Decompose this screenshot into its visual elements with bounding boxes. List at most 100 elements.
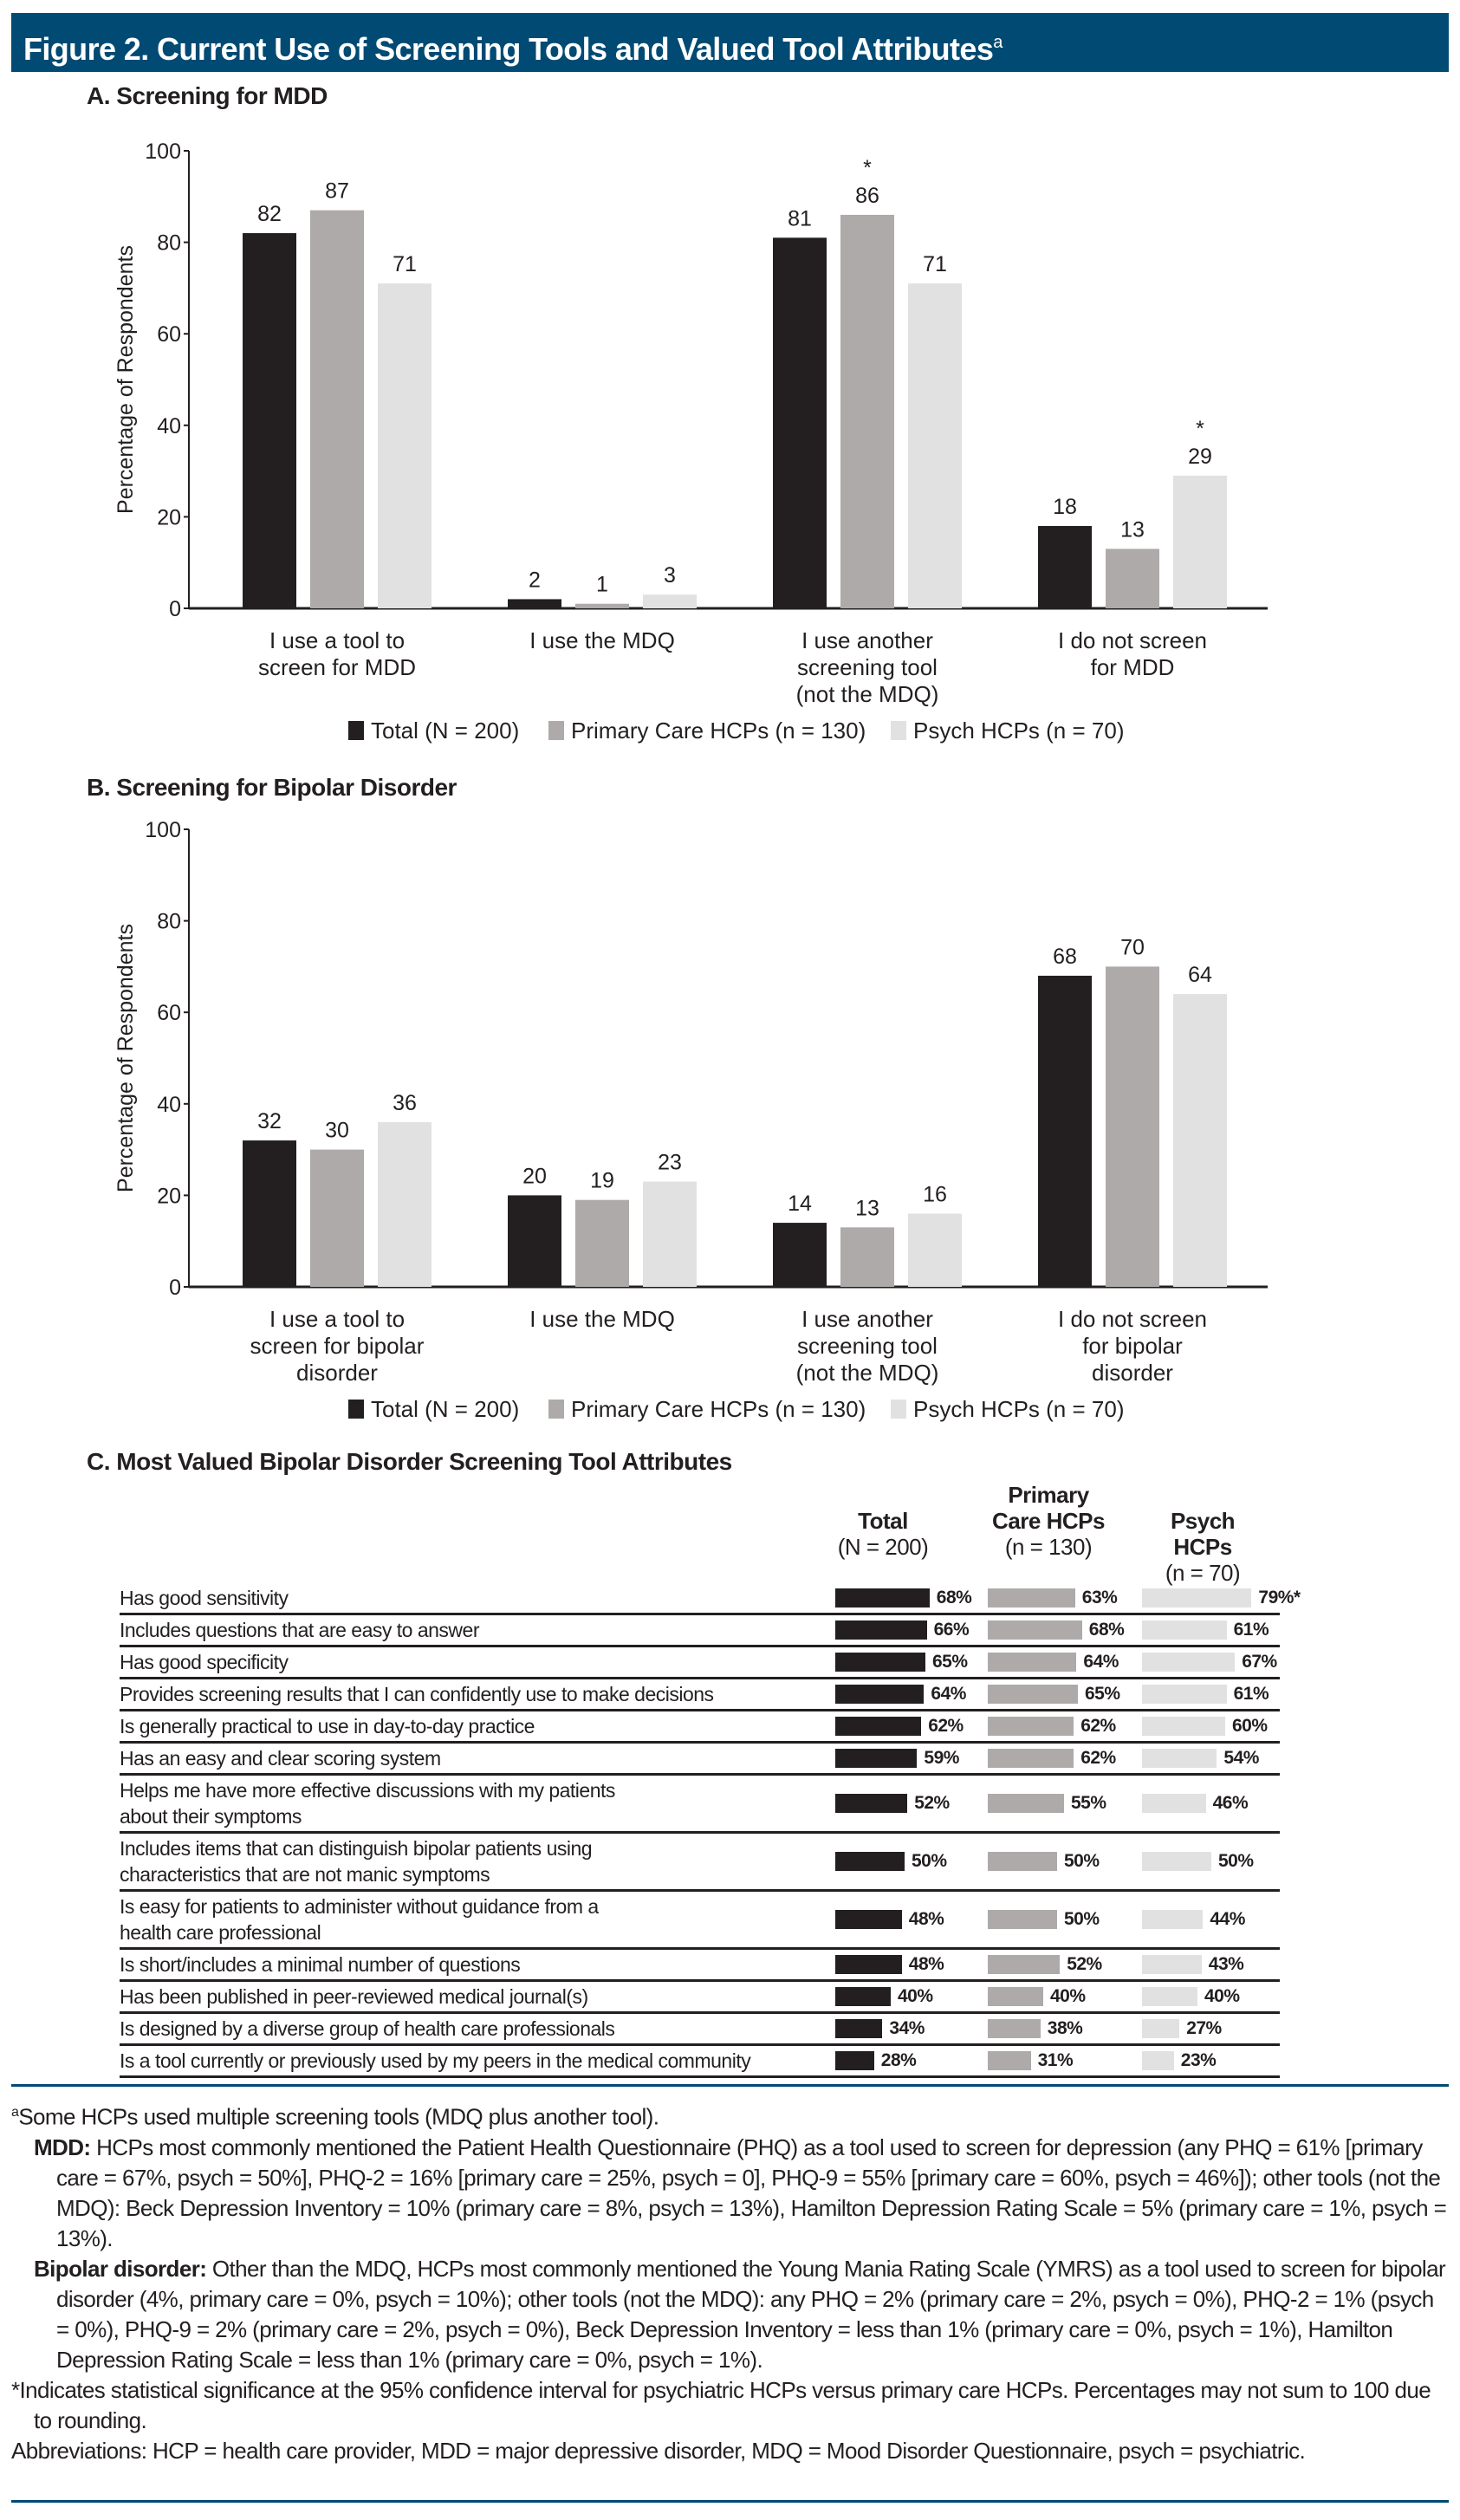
y-tick-label: 60 [157, 1001, 181, 1025]
value-cell: 60% [1142, 1716, 1268, 1736]
value-cell: 61% [1142, 1620, 1269, 1640]
column-name-line: Primary [1008, 1482, 1089, 1508]
value-cell: 65% [988, 1684, 1120, 1704]
value-bar [988, 1685, 1078, 1704]
bar [1173, 994, 1227, 1287]
table-row: Has been published in peer-reviewed medi… [120, 1982, 1280, 2014]
attribute-label: Is short/includes a minimal number of qu… [120, 1953, 521, 1976]
chart-b-title: B. Screening for Bipolar Disorder [87, 774, 457, 801]
bar-value-label: 71 [923, 252, 947, 276]
bar-value-label: 86 [855, 184, 879, 208]
x-category-label: disorder [296, 1360, 378, 1386]
value-label: 62% [1080, 1748, 1116, 1768]
value-bar [988, 1749, 1074, 1768]
attribute-label: Provides screening results that I can co… [120, 1683, 714, 1705]
table-row: Is generally practical to use in day-to-… [120, 1711, 1280, 1744]
legend-label: Total (N = 200) [371, 1396, 519, 1422]
x-category-label: (not the MDQ) [796, 1360, 939, 1386]
bar-value-label: 71 [393, 252, 417, 276]
y-tick-label: 60 [157, 322, 181, 347]
value-bar [835, 1987, 891, 2006]
attribute-label: Is easy for patients to administer witho… [120, 1895, 599, 1944]
value-label: 61% [1233, 1684, 1269, 1704]
footnote-a-mark: a [11, 2105, 19, 2120]
legend-swatch [348, 721, 364, 740]
footnote-bipolar-text: Other than the MDQ, HCPs most commonly m… [56, 2255, 1446, 2373]
bar [508, 1195, 561, 1287]
attributes-table: Has good sensitivity 68% 63% 79%* Includes q… [120, 1583, 1301, 2078]
value-label: 55% [1071, 1793, 1106, 1813]
x-category-label: I use another [801, 1306, 933, 1332]
bar-value-label: 3 [664, 563, 676, 588]
value-bar [988, 1852, 1057, 1871]
value-bar [1142, 1794, 1206, 1813]
value-label: 23% [1180, 2050, 1217, 2070]
value-label: 54% [1223, 1748, 1259, 1768]
value-cell: 40% [988, 1986, 1086, 2006]
table-row: Includes questions that are easy to answ… [120, 1615, 1280, 1647]
value-cell: 50% [988, 1909, 1100, 1929]
value-label: 28% [880, 2050, 917, 2070]
column-n: (n = 70) [1165, 1560, 1241, 1586]
y-tick-label: 80 [157, 910, 181, 934]
value-bar [1142, 1717, 1225, 1736]
value-bar [835, 1588, 930, 1607]
attribute-label: Is designed by a diverse group of health… [120, 2017, 615, 2040]
bar [508, 599, 561, 608]
value-cell: 23% [1142, 2050, 1217, 2070]
column-n: (n = 130) [1004, 1534, 1093, 1560]
table-row: Has good sensitivity 68% 63% 79%* [120, 1583, 1301, 1615]
value-bar [835, 1955, 902, 1974]
value-cell: 31% [988, 2050, 1074, 2070]
significance-asterisk: * [1196, 417, 1204, 441]
bar [1038, 525, 1092, 608]
value-bar [988, 1910, 1057, 1929]
x-category-label: screening tool [797, 1333, 938, 1359]
value-bar [1142, 1685, 1227, 1704]
value-bar [1142, 1749, 1217, 1768]
value-label: 67% [1242, 1652, 1277, 1672]
value-bar [1142, 1653, 1236, 1672]
chart-c-title: C. Most Valued Bipolar Disorder Screenin… [87, 1448, 732, 1475]
value-label: 50% [1064, 1909, 1100, 1929]
bar [840, 1227, 894, 1287]
footnote-abbreviations: Abbreviations: HCP = health care provide… [11, 2437, 1306, 2464]
footnote-mdd-label: MDD: [34, 2134, 91, 2160]
footnote-mdd: MDD: HCPs most commonly mentioned the Pa… [11, 2133, 1449, 2254]
y-tick-label: 100 [145, 818, 181, 842]
value-cell: 62% [988, 1716, 1116, 1736]
value-cell: 54% [1142, 1748, 1259, 1768]
legend-swatch [348, 1400, 364, 1419]
value-label: 40% [1050, 1986, 1086, 2006]
table-row: Is easy for patients to administer witho… [120, 1892, 1280, 1950]
legend-label: Psych HCPs (n = 70) [913, 1396, 1124, 1422]
value-cell: 79%* [1142, 1588, 1301, 1607]
value-label: 66% [933, 1620, 970, 1640]
value-cell: 27% [1142, 2018, 1222, 2038]
chart-a-title: A. Screening for MDD [87, 82, 328, 109]
attribute-label: Has good sensitivity [120, 1587, 289, 1609]
bar-value-label: 81 [788, 206, 812, 231]
bar [643, 594, 697, 608]
bar [575, 603, 629, 608]
value-bar [835, 2051, 874, 2070]
value-cell: 64% [988, 1652, 1119, 1672]
value-cell: 64% [835, 1684, 966, 1704]
value-cell: 48% [835, 1909, 944, 1929]
value-label: 43% [1208, 1954, 1244, 1974]
value-bar [988, 1620, 1082, 1640]
y-axis-label: Percentage of Respondents [114, 924, 138, 1192]
bar [378, 283, 432, 608]
bar-value-label: 2 [529, 568, 541, 592]
value-bar [988, 1794, 1064, 1813]
bar-value-label: 64 [1188, 963, 1212, 987]
x-category-label: screen for MDD [258, 654, 416, 680]
legend-swatch [891, 1400, 906, 1419]
legend-label: Primary Care HCPs (n = 130) [571, 718, 866, 744]
bar-value-label: 68 [1053, 945, 1077, 969]
figure-title-text: Figure 2. Current Use of Screening Tools… [23, 31, 994, 67]
value-label: 64% [931, 1684, 966, 1704]
value-bar [988, 1717, 1074, 1736]
footnote-top-rule [11, 2084, 1449, 2087]
table-row: Has good specificity 65% 64% 67% [120, 1647, 1280, 1679]
